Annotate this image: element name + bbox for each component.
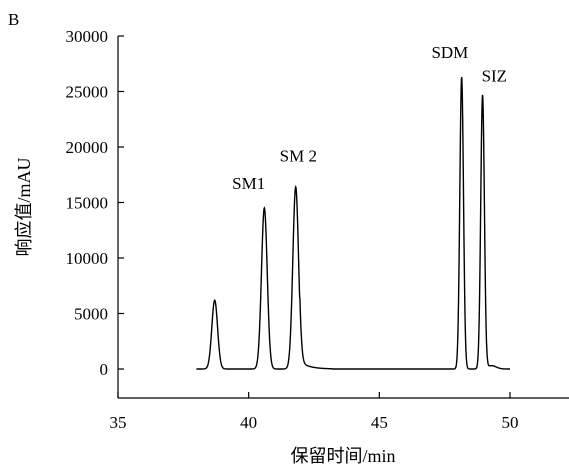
panel-label: B — [8, 10, 19, 29]
y-tick-label: 10000 — [66, 249, 109, 268]
y-tick-label: 15000 — [66, 194, 109, 213]
y-tick-label: 5000 — [74, 305, 108, 324]
x-axis-title: 保留时间/min — [290, 446, 395, 466]
chromatogram-line — [196, 77, 510, 370]
peak-label: SM 2 — [280, 146, 317, 165]
y-axis-ticks: 0 5000 10000 15000 20000 25000 30000 — [66, 27, 124, 379]
peak-label: SIZ — [482, 67, 508, 86]
y-axis-title: 响应值/mAU — [14, 157, 34, 256]
x-tick-label: 45 — [371, 413, 388, 432]
y-tick-label: 0 — [100, 360, 109, 379]
x-axis-ticks: 35 40 45 50 — [110, 392, 519, 432]
x-tick-label: 50 — [502, 413, 519, 432]
y-tick-label: 20000 — [66, 138, 109, 157]
peak-labels: SM1 SM 2 SDM SIZ — [232, 43, 507, 193]
y-tick-label: 30000 — [66, 27, 109, 46]
x-tick-label: 40 — [240, 413, 257, 432]
y-tick-label: 25000 — [66, 83, 109, 102]
x-tick-label: 35 — [110, 413, 127, 432]
peak-label: SM1 — [232, 174, 265, 193]
peak-label: SDM — [431, 43, 468, 62]
